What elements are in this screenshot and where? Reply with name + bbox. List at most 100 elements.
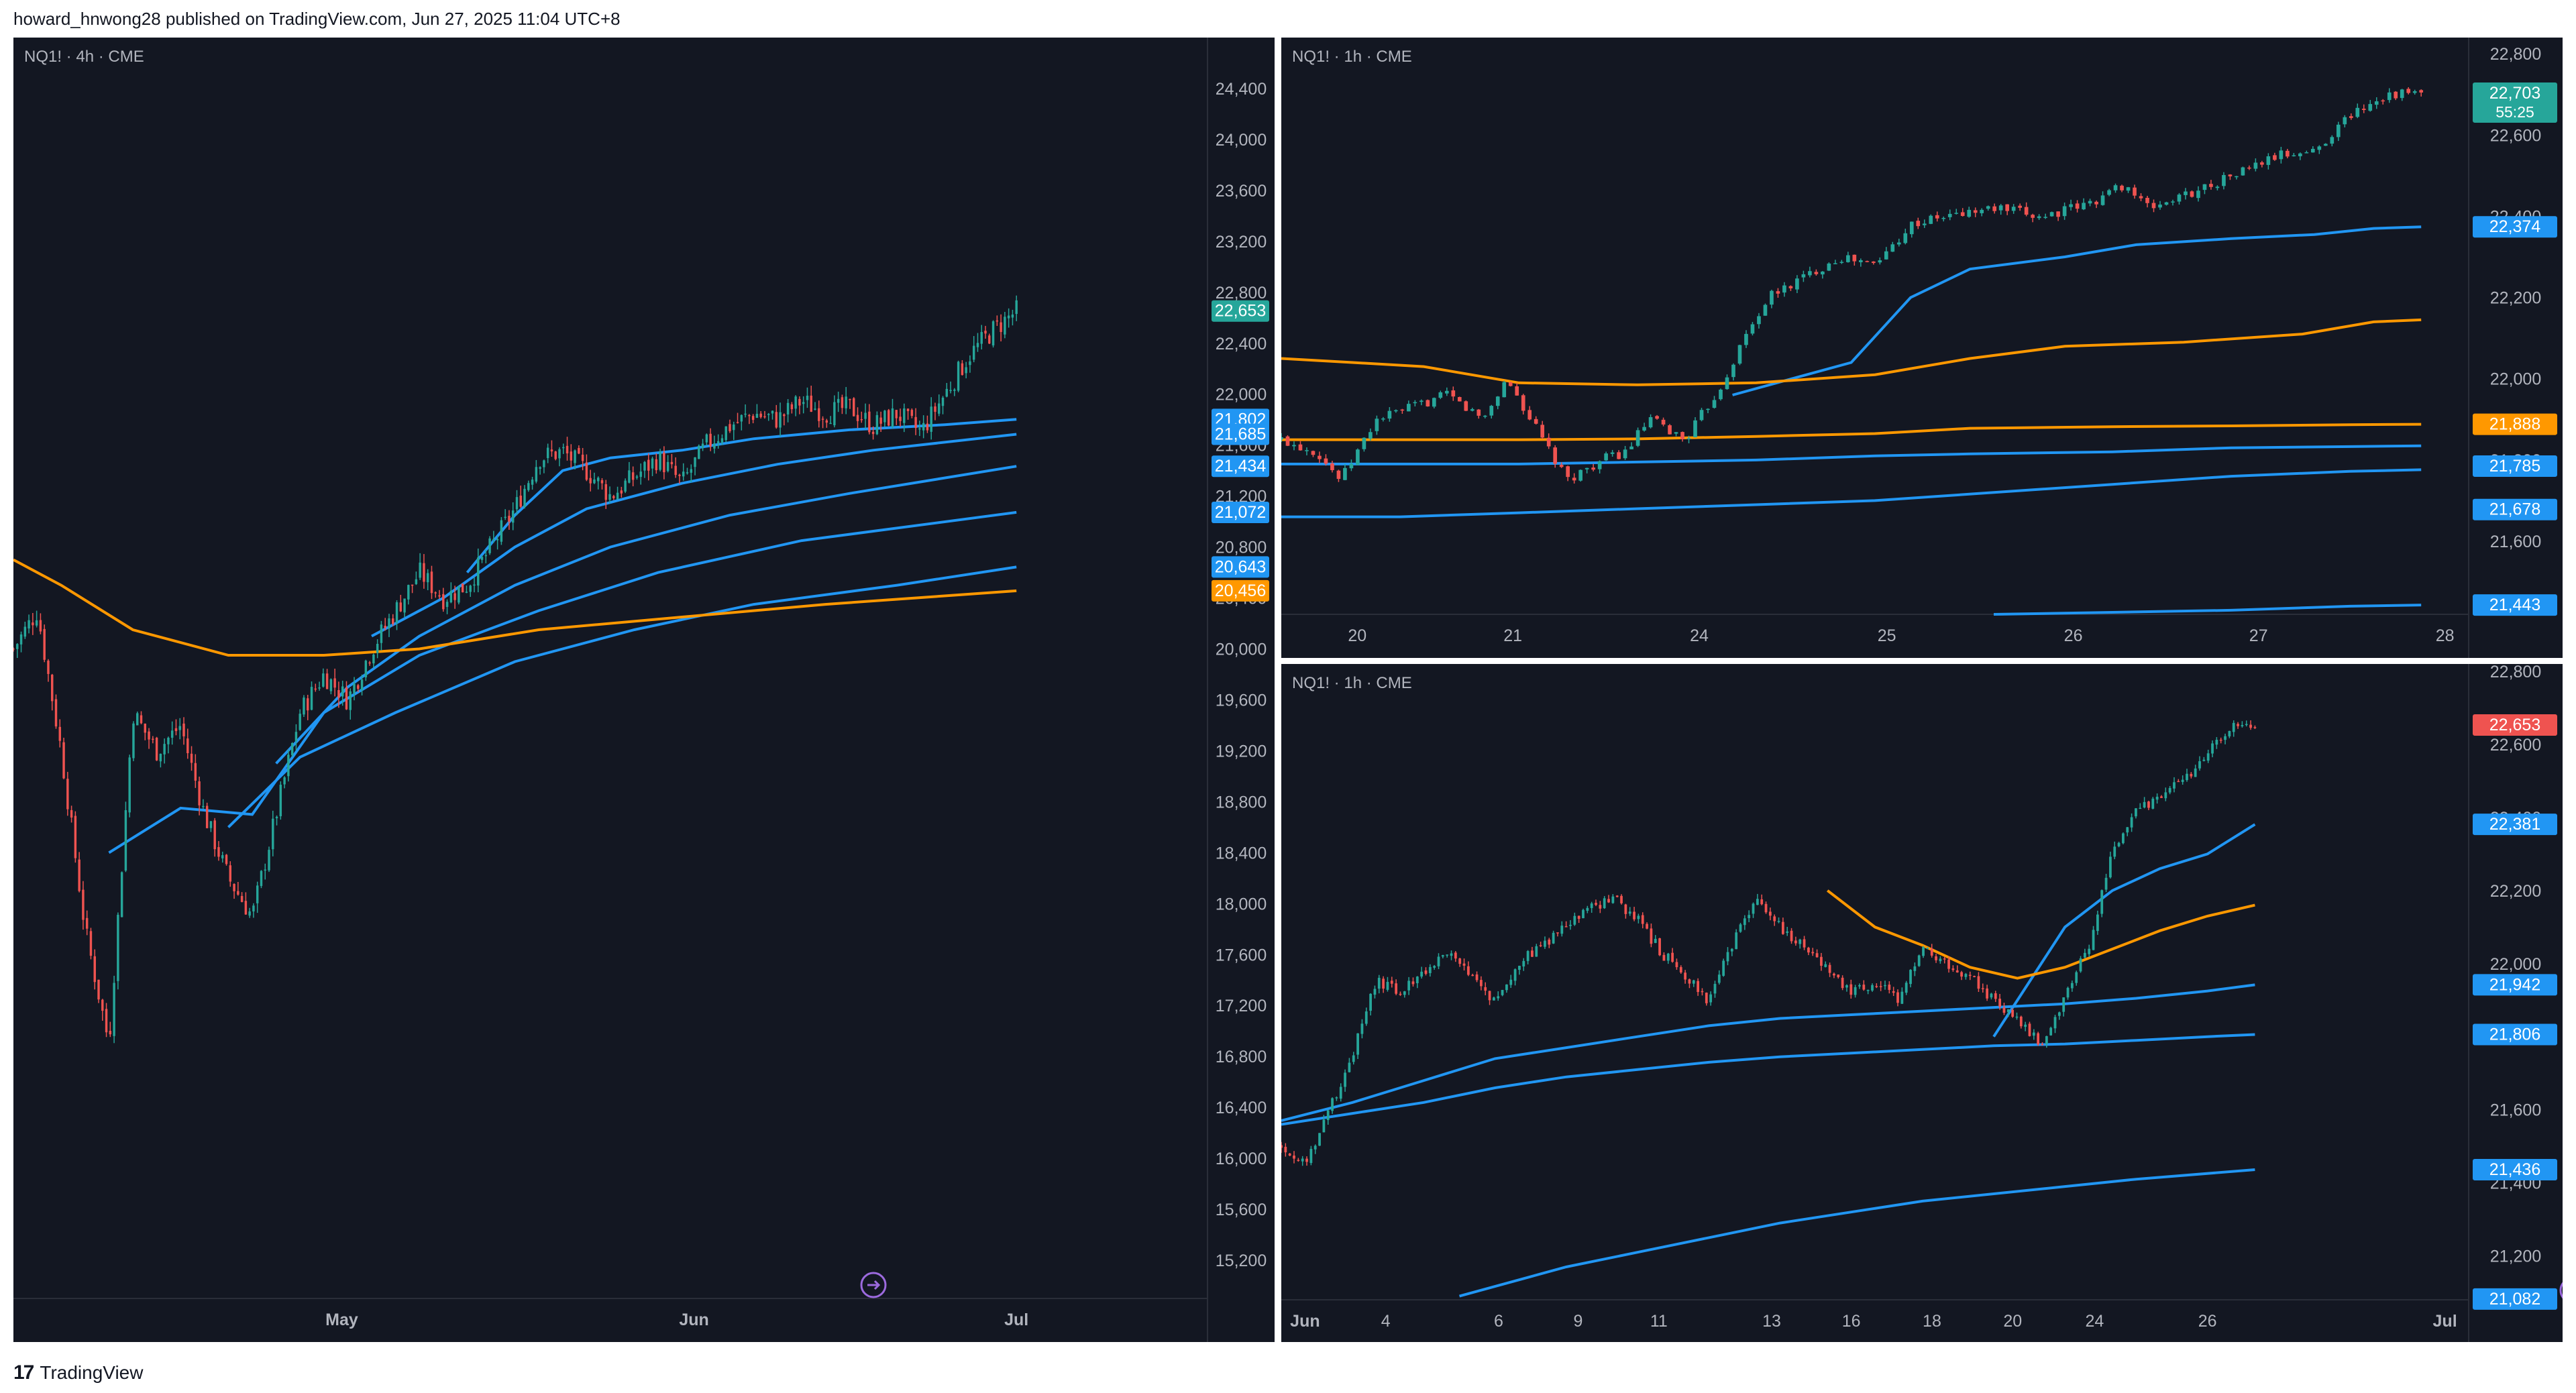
candle <box>879 411 882 433</box>
candle <box>2158 201 2162 210</box>
candle <box>411 584 414 594</box>
candle <box>244 892 248 915</box>
candle <box>221 851 224 863</box>
chart-pane-1h-top[interactable]: NQ1! · 1h · CME22,80022,60022,40022,2002… <box>1281 38 2563 658</box>
candle <box>345 681 348 710</box>
candle <box>325 669 329 689</box>
y-tick-label: 21,200 <box>2490 1247 2541 1266</box>
candle <box>1590 901 1593 913</box>
candle <box>1419 399 1424 406</box>
candle <box>1364 1007 1368 1026</box>
price-badge-label: 20,456 <box>1215 581 1266 600</box>
candle <box>1305 1156 1308 1166</box>
candle <box>2224 733 2226 744</box>
chart-1h-bottom-svg[interactable]: NQ1! · 1h · CME22,80022,60022,40022,2002… <box>1281 664 2563 1342</box>
candle <box>1599 901 1602 913</box>
candle <box>426 569 429 591</box>
candle <box>1941 216 1946 222</box>
jump-to-realtime-icon[interactable] <box>860 1272 887 1298</box>
candle <box>763 410 766 419</box>
chart-pane-1h-bottom[interactable]: NQ1! · 1h · CME22,80022,60022,40022,2002… <box>1281 664 2563 1342</box>
candle <box>2109 851 2112 879</box>
candle <box>2045 1036 2048 1048</box>
candle <box>1326 1109 1330 1125</box>
moving-average-line <box>1281 444 2422 465</box>
candle <box>1293 1151 1295 1164</box>
candle <box>2253 725 2257 729</box>
candle <box>1768 907 1772 921</box>
price-badge: 21,888 <box>2473 413 2557 435</box>
candle <box>891 398 894 429</box>
price-badge: 20,456 <box>1212 579 1269 602</box>
candle <box>1451 386 1456 401</box>
candle <box>849 398 851 409</box>
candle <box>1387 407 1392 422</box>
candle <box>66 771 69 816</box>
candle <box>449 582 453 604</box>
candle <box>887 408 890 427</box>
candle <box>1960 208 1965 217</box>
candle <box>733 421 735 441</box>
candle <box>1527 406 1532 421</box>
candle <box>1004 312 1006 339</box>
candle <box>1641 912 1644 929</box>
candle <box>13 647 15 652</box>
candle <box>2279 146 2284 164</box>
publish-info-bar: howard_hnwong28 published on TradingView… <box>0 0 2576 38</box>
candle <box>2057 1011 2061 1020</box>
candle <box>1680 431 1684 442</box>
candle <box>1390 977 1393 988</box>
candle <box>2117 842 2121 848</box>
candle <box>1539 942 1542 948</box>
candle <box>194 754 197 788</box>
chart-1h-top-svg[interactable]: NQ1! · 1h · CME22,80022,60022,40022,2002… <box>1281 38 2563 658</box>
chart-pane-4h[interactable]: NQ1! · 4h · CME 24,400 24,000 23,600 23,200 2… <box>13 38 1275 1342</box>
candle <box>1935 954 1937 963</box>
candle <box>1373 985 1377 999</box>
jump-to-realtime-icon[interactable] <box>2559 1278 2563 1302</box>
price-badge: 21,436 <box>2473 1159 2557 1181</box>
candle <box>2349 113 2353 120</box>
candle <box>152 736 154 744</box>
candle <box>608 486 611 504</box>
candle <box>430 565 433 600</box>
candle <box>1807 946 1810 956</box>
candle <box>694 457 696 476</box>
candle <box>2368 99 2373 112</box>
candle <box>620 486 623 498</box>
y-tick-label: 19,200 <box>1216 742 1267 761</box>
candle <box>713 435 716 454</box>
y-tick-label: 18,800 <box>1216 793 1267 812</box>
candle <box>1281 1141 1283 1153</box>
candle <box>624 478 627 494</box>
candle <box>1706 408 1710 414</box>
candle <box>934 402 936 421</box>
candle <box>596 476 600 490</box>
candle <box>1505 984 1508 993</box>
candle <box>1998 204 2003 215</box>
chart-legend: NQ1! · 1h · CME <box>1292 48 1412 66</box>
candle <box>1288 1153 1291 1156</box>
price-badge: 22,381 <box>2473 814 2557 836</box>
candle <box>2249 720 2252 730</box>
candle <box>190 746 193 771</box>
candle <box>2209 180 2213 190</box>
price-badge-label: 21,443 <box>2489 596 2540 614</box>
candle <box>2323 143 2328 146</box>
candle <box>1827 262 1831 272</box>
candle <box>182 717 185 745</box>
candle <box>814 402 816 410</box>
candle <box>140 711 143 724</box>
candle <box>744 404 747 418</box>
candle <box>148 728 150 749</box>
candle <box>101 999 104 1021</box>
y-tick-label: 22,600 <box>2490 126 2541 145</box>
candle <box>1799 938 1802 949</box>
chart-4h-svg[interactable]: NQ1! · 4h · CME 24,400 24,000 23,600 23,200 2… <box>13 38 1275 1342</box>
candle <box>2219 737 2222 744</box>
candle <box>1615 895 1619 898</box>
candle <box>205 802 209 829</box>
candle <box>2043 213 2047 219</box>
candle <box>639 463 642 485</box>
candle <box>1679 965 1682 974</box>
